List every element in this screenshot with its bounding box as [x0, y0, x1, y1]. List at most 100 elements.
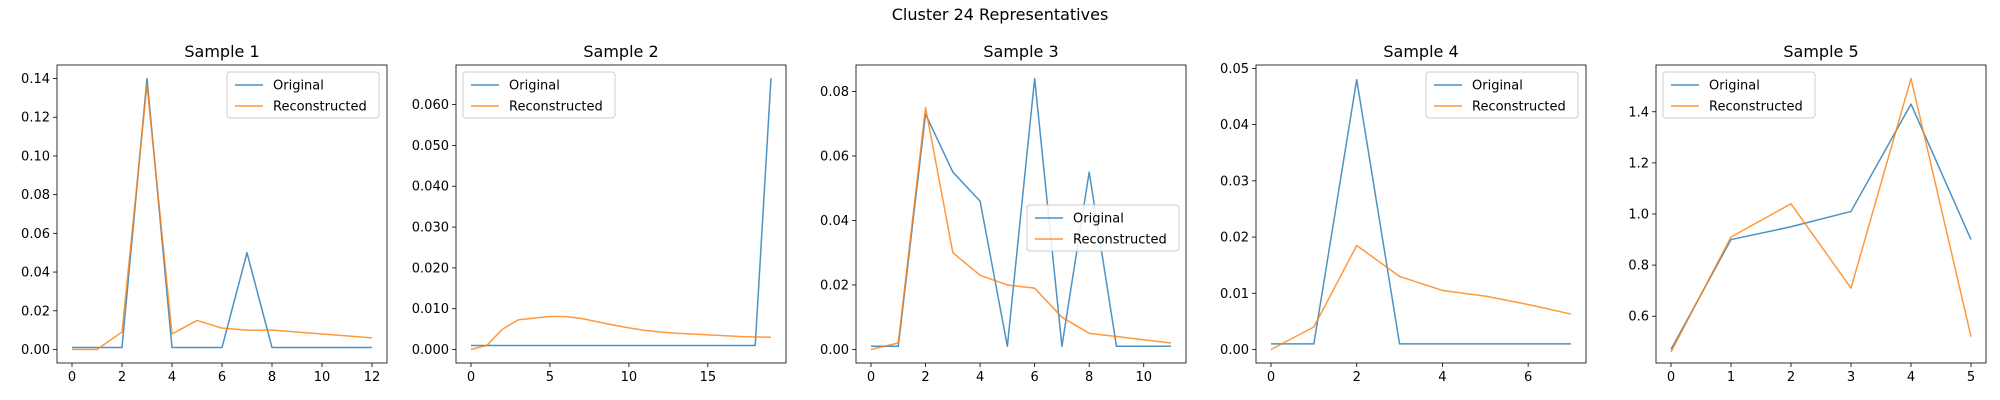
x-tick-label: 0 — [467, 370, 475, 385]
subplots: Sample 10 2 4 6 8 10 120.000.020.040.060.080.1… — [21, 42, 1987, 385]
subplot-1: Sample 1 0 2 4 6 8 10 12 0.00 0.02 0.04 0.06 0.08 0.1… — [21, 42, 388, 385]
figure-title: Cluster 24 Representatives — [892, 5, 1109, 24]
x-tick-label: 2 — [118, 370, 126, 385]
legend: Original Reconstructed — [462, 71, 616, 119]
y-tick-label: 0.030 — [412, 221, 449, 236]
x-tick-label: 5 — [1967, 370, 1975, 385]
legend-label: Original — [273, 79, 324, 94]
legend-label: Original — [509, 79, 560, 94]
y-tick-label: 0.01 — [1220, 287, 1249, 302]
x-tick-label: 10 — [314, 370, 331, 385]
y-tick-label: 0.02 — [1220, 231, 1249, 246]
y-tick-label: 0.02 — [21, 304, 50, 319]
y-tick-label: 0.060 — [412, 98, 449, 113]
series-line-reconstructed — [72, 83, 373, 351]
y-tick-label: 0.10 — [21, 149, 50, 164]
x-tick-label: 8 — [1085, 370, 1093, 385]
legend-box — [1662, 71, 1816, 119]
series-line-original — [471, 78, 772, 347]
y-tick-label: 0.03 — [1220, 174, 1249, 189]
y-tick-label: 0.08 — [820, 85, 849, 100]
x-tick-label: 8 — [268, 370, 276, 385]
x-tick-label: 2 — [1787, 370, 1795, 385]
y-tick-label: 0.06 — [820, 149, 849, 164]
y-tick-label: 0.04 — [21, 266, 50, 281]
x-tick-label: 0 — [68, 370, 76, 385]
legend-label: Original — [1073, 212, 1124, 227]
x-tick-label: 4 — [1907, 370, 1915, 385]
subplot-title: Sample 1 — [184, 42, 259, 61]
x-tick-label: 6 — [1030, 370, 1038, 385]
legend: Original Reconstructed — [1425, 71, 1579, 119]
legend-box — [226, 71, 380, 119]
x-tick-label: 0 — [867, 370, 875, 385]
legend-box — [1425, 71, 1579, 119]
y-tick-label: 0.040 — [412, 180, 449, 195]
y-tick-label: 0.6 — [1628, 310, 1649, 325]
x-tick-label: 6 — [1524, 370, 1532, 385]
x-tick-label: 0 — [1667, 370, 1675, 385]
subplot-title: Sample 4 — [1383, 42, 1458, 61]
y-tick-label: 0.02 — [820, 278, 849, 293]
subplot-title: Sample 2 — [583, 42, 658, 61]
y-tick-label: 0.00 — [820, 343, 849, 358]
x-tick-label: 5 — [546, 370, 554, 385]
series-line-reconstructed — [1270, 244, 1572, 351]
subplot-3: Sample 3 0 2 4 6 8 10 0.00 0.02 0.04 0.06 0.08 Origi… — [820, 42, 1187, 385]
axes-frame — [1255, 64, 1587, 364]
x-tick-label: 4 — [1438, 370, 1446, 385]
subplot-5: Sample 5 0 1 2 3 4 5 0.6 0.8 1.0 1.2 1.4 Original Rec… — [1628, 42, 1987, 385]
series-line-reconstructed — [470, 315, 772, 351]
x-tick-label: 2 — [1353, 370, 1361, 385]
legend-label: Reconstructed — [1073, 233, 1167, 248]
y-tick-label: 0.8 — [1628, 259, 1649, 274]
subplot-2: Sample 2 0 5 10 15 0.000 0.010 0.020 0.030 0.040 0… — [412, 42, 787, 385]
y-tick-label: 0.04 — [1220, 118, 1249, 133]
x-tick-label: 0 — [1267, 370, 1275, 385]
x-tick-label: 6 — [218, 370, 226, 385]
y-tick-label: 0.06 — [21, 227, 50, 242]
legend-box — [1026, 204, 1180, 252]
legend-box — [462, 71, 616, 119]
legend: Original Reconstructed — [1662, 71, 1816, 119]
y-tick-label: 0.010 — [412, 302, 449, 317]
y-tick-label: 1.2 — [1628, 156, 1649, 171]
x-tick-label: 10 — [621, 370, 638, 385]
y-tick-label: 0.08 — [21, 188, 50, 203]
x-tick-label: 3 — [1847, 370, 1855, 385]
series-line-reconstructed — [870, 106, 1172, 351]
x-tick-label: 10 — [1135, 370, 1152, 385]
series-line-original — [1271, 78, 1571, 345]
x-tick-label: 2 — [921, 370, 929, 385]
y-tick-label: 1.0 — [1628, 208, 1649, 223]
x-tick-label: 4 — [976, 370, 984, 385]
y-tick-label: 0.04 — [820, 214, 849, 229]
series-line-original — [1670, 103, 1972, 350]
legend-label: Original — [1472, 79, 1523, 94]
legend-label: Reconstructed — [1709, 100, 1803, 115]
y-tick-label: 0.14 — [21, 72, 50, 87]
legend-label: Reconstructed — [273, 100, 367, 115]
y-tick-label: 0.050 — [412, 139, 449, 154]
x-tick-label: 1 — [1727, 370, 1735, 385]
legend-label: Reconstructed — [509, 100, 603, 115]
legend: Original Reconstructed — [1026, 204, 1180, 252]
legend: Original Reconstructed — [226, 71, 380, 119]
y-tick-label: 0.00 — [21, 343, 50, 358]
y-tick-label: 0.00 — [1220, 343, 1249, 358]
legend-label: Reconstructed — [1472, 100, 1566, 115]
series-line-original — [72, 77, 372, 349]
legend-label: Original — [1709, 79, 1760, 94]
y-tick-label: 0.020 — [412, 261, 449, 276]
x-tick-label: 15 — [700, 370, 717, 385]
series-line-reconstructed — [1670, 77, 1972, 353]
subplot-title: Sample 3 — [983, 42, 1058, 61]
x-tick-label: 12 — [364, 370, 381, 385]
x-tick-label: 4 — [168, 370, 176, 385]
subplot-4: Sample 4 0 2 4 6 0.00 0.01 0.02 0.03 0.04 0.05 Orig… — [1220, 42, 1587, 385]
y-tick-label: 0.05 — [1220, 62, 1249, 77]
y-tick-label: 0.12 — [21, 111, 50, 126]
axes-frame — [855, 64, 1187, 364]
y-tick-label: 0.000 — [412, 343, 449, 358]
